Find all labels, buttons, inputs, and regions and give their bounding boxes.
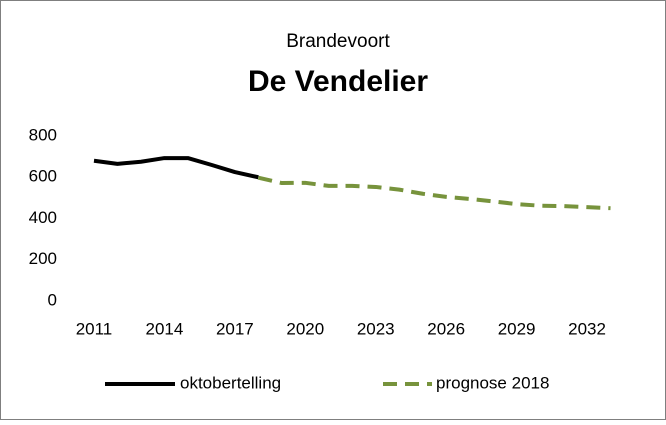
y-tick-label: 200 [29, 249, 57, 268]
y-tick-label: 0 [48, 290, 57, 309]
x-tick-label: 2029 [498, 319, 536, 338]
x-tick-label: 2023 [357, 319, 395, 338]
y-tick-label: 600 [29, 167, 57, 186]
x-tick-label: 2017 [216, 319, 254, 338]
x-tick-label: 2014 [146, 319, 184, 338]
series-line [257, 175, 611, 211]
legend-label: oktobertelling [180, 373, 281, 392]
y-tick-label: 800 [29, 125, 57, 144]
legend-label: prognose 2018 [436, 373, 549, 392]
y-tick-label: 400 [29, 208, 57, 227]
chart-title: De Vendelier [248, 65, 428, 98]
x-tick-label: 2020 [286, 319, 324, 338]
chart-subtitle: Brandevoort [286, 31, 390, 52]
x-tick-label: 2026 [427, 319, 465, 338]
series-line [93, 156, 259, 180]
x-tick-label: 2011 [76, 319, 113, 338]
x-tick-label: 2032 [568, 319, 606, 338]
